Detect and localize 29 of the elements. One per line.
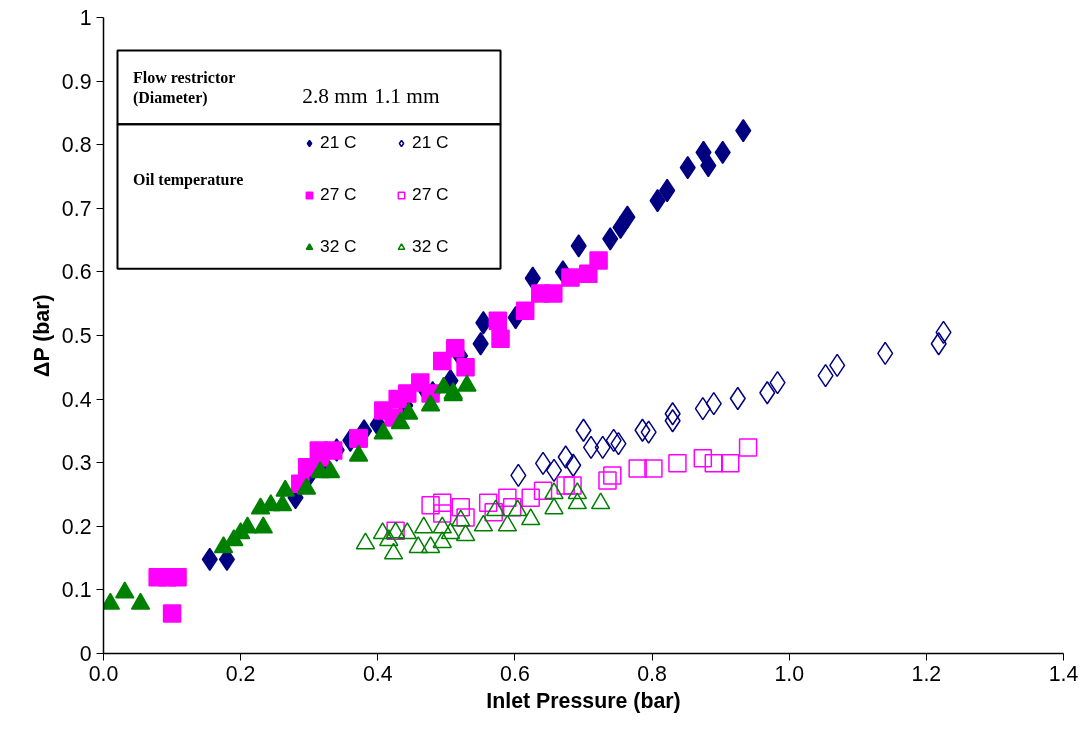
y-tick-label: 0.5 bbox=[61, 324, 92, 348]
x-tick-label: 1.4 bbox=[1048, 661, 1079, 686]
legend-label: 32 C bbox=[412, 236, 449, 257]
y-tick-label: 0.6 bbox=[61, 260, 92, 285]
y-tick-label: 0.9 bbox=[61, 69, 92, 94]
x-tick-label: 0.8 bbox=[637, 661, 667, 686]
x-tick-label: 0.2 bbox=[225, 661, 256, 686]
annotation: 1.1 mm bbox=[374, 83, 440, 108]
annotation: Flow restrictor (Diameter) bbox=[132, 68, 236, 108]
annotation: Oil temperature bbox=[132, 171, 244, 190]
legend-label: 27 C bbox=[412, 184, 449, 205]
legend-label: 21 C bbox=[320, 132, 357, 153]
y-tick-label: 0.2 bbox=[61, 514, 92, 539]
y-tick-label: 1 bbox=[79, 6, 92, 30]
y-tick-label: 0.4 bbox=[61, 387, 92, 412]
legend-label: 21 C bbox=[412, 132, 449, 153]
legend-label: 32 C bbox=[320, 236, 357, 257]
y-tick-label: 0.7 bbox=[61, 196, 92, 221]
x-tick-label: 1.2 bbox=[911, 661, 942, 686]
y-tick-label: 0.3 bbox=[61, 451, 92, 476]
annotation: 2.8 mm bbox=[302, 83, 368, 108]
y-axis-title: ΔP (bar) bbox=[29, 294, 54, 377]
legend-label: 27 C bbox=[320, 184, 357, 205]
x-tick-label: 0.6 bbox=[500, 661, 530, 686]
x-tick-label: 1.0 bbox=[774, 661, 805, 686]
y-tick-label: 0.1 bbox=[61, 578, 92, 603]
y-tick-label: 0.8 bbox=[61, 133, 92, 158]
x-axis-title: Inlet Pressure (bar) bbox=[486, 688, 681, 713]
x-tick-label: 0.4 bbox=[362, 661, 393, 686]
